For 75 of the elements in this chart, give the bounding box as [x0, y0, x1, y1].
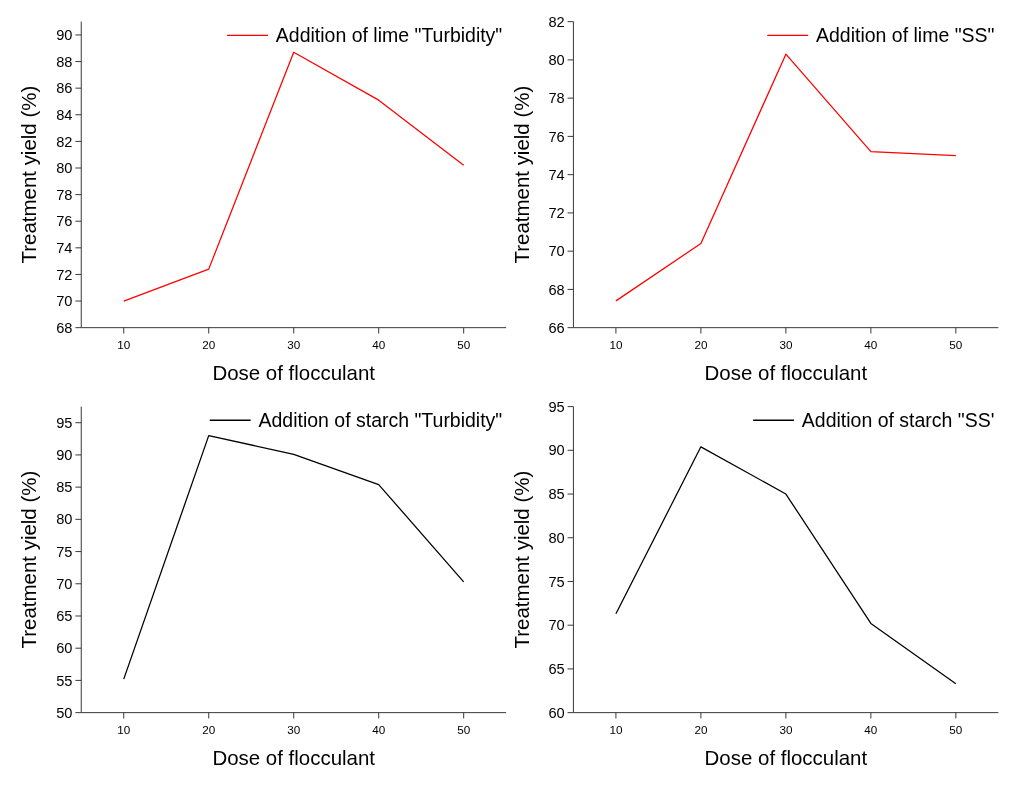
x-tick-label: 50 [457, 338, 471, 352]
y-tick-label: 78 [548, 90, 565, 107]
x-axis-title: Dose of flocculant [212, 361, 376, 385]
y-tick-label: 78 [56, 186, 73, 203]
y-tick-label: 74 [56, 239, 73, 256]
y-axis-title: Treatment yield (%) [509, 85, 533, 264]
y-tick-label: 72 [56, 266, 73, 283]
y-tick-label: 55 [56, 672, 73, 689]
y-tick-label: 70 [548, 243, 565, 260]
y-tick-label: 84 [56, 106, 73, 123]
y-tick-label: 68 [56, 319, 73, 336]
x-tick-label: 30 [779, 338, 793, 352]
x-tick-label: 20 [202, 723, 216, 737]
legend-label: Addition of lime "SS" [815, 24, 995, 47]
y-tick-label: 90 [56, 27, 73, 44]
y-axis-title: Treatment yield (%) [17, 85, 41, 264]
line-series [615, 53, 957, 302]
y-tick-label: 80 [56, 511, 73, 528]
x-axis-title: Dose of flocculant [704, 746, 868, 770]
x-tick-label: 10 [117, 723, 131, 737]
x-tick-label: 30 [779, 723, 793, 737]
y-tick-label: 75 [56, 543, 73, 560]
y-tick-label: 74 [548, 166, 565, 183]
y-tick-label: 80 [56, 160, 73, 177]
x-tick-label: 20 [694, 338, 708, 352]
y-tick-label: 76 [56, 213, 73, 230]
y-tick-label: 86 [56, 80, 73, 97]
line-series [123, 434, 465, 680]
y-tick-label: 80 [548, 529, 565, 546]
x-tick-label: 40 [864, 723, 878, 737]
x-tick-label: 50 [457, 723, 471, 737]
x-tick-label: 50 [949, 723, 963, 737]
x-tick-label: 50 [949, 338, 963, 352]
line-series [123, 51, 465, 302]
y-tick-label: 95 [548, 398, 565, 415]
y-axis-title: Treatment yield (%) [17, 470, 41, 649]
y-tick-label: 82 [56, 133, 73, 150]
x-tick-label: 30 [287, 338, 301, 352]
y-tick-label: 82 [548, 13, 565, 30]
x-axis-title: Dose of flocculant [212, 746, 376, 770]
y-tick-label: 90 [56, 447, 73, 464]
y-tick-label: 90 [548, 442, 565, 459]
y-tick-label: 80 [548, 52, 565, 69]
x-tick-label: 10 [117, 338, 131, 352]
x-axis-title: Dose of flocculant [704, 361, 868, 385]
line-series [615, 446, 957, 685]
y-tick-label: 70 [56, 575, 73, 592]
y-axis-title: Treatment yield (%) [509, 470, 533, 649]
y-tick-label: 75 [548, 573, 565, 590]
y-tick-label: 65 [56, 608, 73, 625]
y-tick-label: 85 [56, 479, 73, 496]
y-tick-label: 70 [548, 617, 565, 634]
x-tick-label: 10 [609, 723, 623, 737]
y-tick-label: 66 [548, 319, 565, 336]
x-tick-label: 40 [864, 338, 878, 352]
y-tick-label: 72 [548, 205, 565, 222]
y-tick-label: 85 [548, 486, 565, 503]
y-tick-label: 60 [548, 704, 565, 721]
y-tick-label: 88 [56, 53, 73, 70]
x-tick-label: 40 [372, 338, 386, 352]
y-tick-label: 70 [56, 293, 73, 310]
y-tick-label: 68 [548, 281, 565, 298]
x-tick-label: 40 [372, 723, 386, 737]
legend-label: Addition of lime "Turbidity" [275, 24, 503, 47]
legend-label: Addition of starch "SS' [801, 409, 995, 432]
y-tick-label: 95 [56, 414, 73, 431]
y-tick-label: 60 [56, 640, 73, 657]
x-tick-label: 20 [694, 723, 708, 737]
x-tick-label: 20 [202, 338, 216, 352]
legend-label: Addition of starch "Turbidity" [258, 409, 503, 432]
x-tick-label: 30 [287, 723, 301, 737]
y-tick-label: 50 [56, 704, 73, 721]
y-tick-label: 76 [548, 128, 565, 145]
y-tick-label: 65 [548, 661, 565, 678]
x-tick-label: 10 [609, 338, 623, 352]
